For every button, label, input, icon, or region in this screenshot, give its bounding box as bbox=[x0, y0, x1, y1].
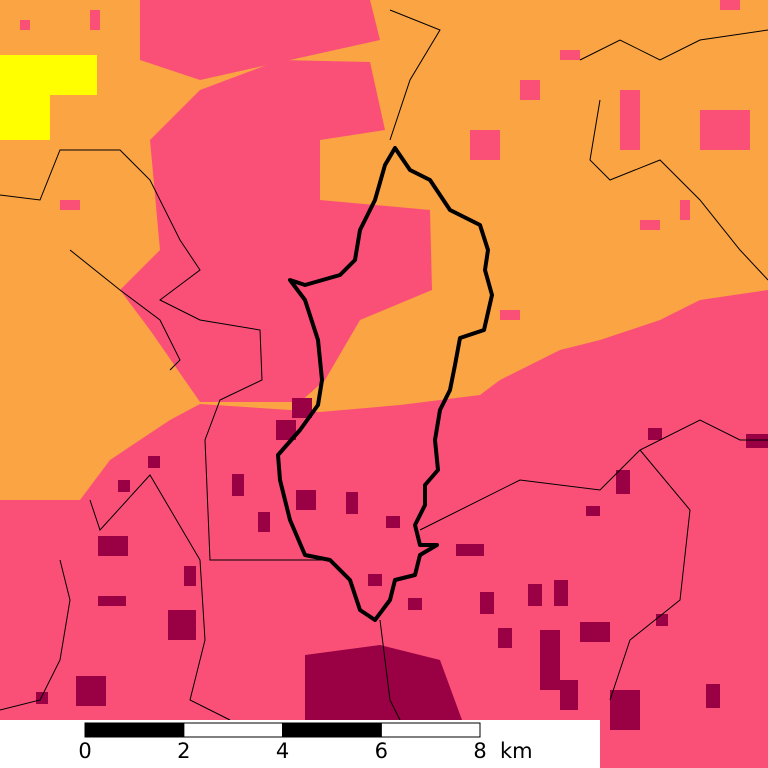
scale-tick-label: 8 bbox=[473, 739, 486, 763]
scale-tick-label: 4 bbox=[276, 739, 289, 763]
pink-zone bbox=[140, 0, 380, 80]
scale-segment bbox=[380, 722, 481, 738]
district-boundaries bbox=[0, 9, 768, 721]
scale-segment bbox=[183, 722, 283, 738]
study-area-boundary bbox=[276, 146, 494, 622]
scale-unit: km bbox=[500, 739, 533, 763]
scale-tick-label: 6 bbox=[375, 739, 388, 763]
pink-zone bbox=[120, 60, 432, 402]
scale-segment bbox=[282, 722, 382, 738]
pink-cells bbox=[20, 0, 750, 320]
dark-zone bbox=[305, 645, 462, 720]
scale-bar: 0 2 4 6 8 km bbox=[78, 722, 533, 763]
dark-cells bbox=[36, 398, 768, 730]
scale-tick-label: 0 bbox=[78, 739, 91, 763]
scale-segment bbox=[84, 722, 185, 738]
yellow-zone bbox=[0, 55, 97, 140]
scale-tick-label: 2 bbox=[177, 739, 190, 763]
